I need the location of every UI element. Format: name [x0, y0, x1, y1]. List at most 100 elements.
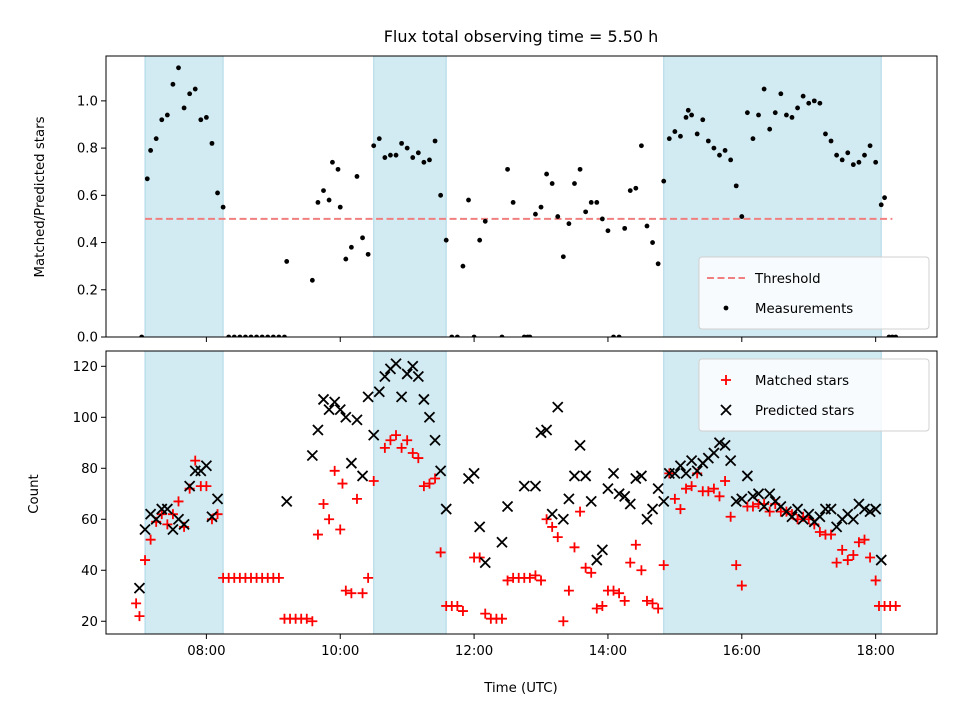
measurement-point: [828, 138, 834, 144]
predicted-star-point: [345, 457, 358, 469]
measurement-point: [192, 86, 198, 92]
measurement-point: [795, 105, 800, 111]
predicted-star-point: [306, 449, 318, 462]
measurement-point: [153, 136, 159, 142]
predicted-star-point: [379, 370, 391, 383]
matched-star-point: [357, 588, 368, 599]
matched-star-point: [591, 603, 602, 614]
top-plot-area: 0.0 0.2 0.4 0.6 0.8 1.0 Threshold Measurements: [77, 55, 938, 346]
matched-star-point: [552, 532, 563, 543]
matched-star-point: [307, 616, 318, 627]
measurement-point: [231, 334, 237, 337]
predicted-star-point: [434, 465, 447, 477]
predicted-star-point: [423, 411, 436, 423]
matched-star-point: [714, 491, 725, 502]
measurement-point: [845, 150, 851, 156]
x-tick-label: 18:00: [856, 644, 894, 659]
matched-star-point: [346, 588, 357, 599]
measurement-point: [159, 117, 165, 123]
measurement-point: [893, 334, 899, 337]
measurement-point: [817, 100, 823, 106]
measurement-point: [410, 155, 416, 160]
measurement-point: [460, 263, 466, 269]
predicted-star-point: [607, 467, 620, 480]
x-axis-label: Time (UTC): [483, 681, 558, 696]
matched-star-point: [351, 493, 362, 504]
predicted-star-point: [323, 404, 335, 416]
measurement-point: [811, 98, 817, 104]
bottom-shaded-region: [144, 350, 224, 635]
predicted-star-point: [624, 498, 636, 510]
measurement-point: [806, 100, 812, 106]
measurement-point: [259, 334, 265, 337]
predicted-star-point: [741, 470, 754, 482]
measurement-point: [873, 159, 879, 165]
matched-star-point: [831, 557, 842, 568]
predicted-star-point: [161, 503, 173, 515]
measurement-point: [282, 334, 287, 337]
matched-star-point: [457, 606, 468, 617]
measurement-point: [337, 204, 343, 210]
measurement-point: [555, 214, 561, 219]
predicted-star-point: [312, 424, 324, 436]
measurement-point: [728, 157, 734, 163]
measurement-point: [148, 148, 154, 153]
matched-star-point: [524, 572, 535, 583]
matched-star-point: [569, 542, 580, 553]
predicted-star-point: [803, 508, 815, 520]
measurement-point: [326, 197, 332, 203]
x-tick-label: 08:00: [187, 644, 225, 659]
predicted-star-point: [641, 513, 653, 525]
legend-matched-swatch: [721, 375, 731, 385]
top-axes-frame: [105, 55, 938, 338]
bottom-shaded-region: [373, 350, 447, 635]
predicted-star-point: [518, 480, 530, 492]
measurement-point: [800, 93, 806, 99]
predicted-star-point: [356, 470, 369, 482]
matched-star-point: [764, 506, 775, 517]
measurement-point: [639, 143, 644, 149]
predicted-star-point: [669, 467, 681, 480]
predicted-star-point: [825, 503, 837, 515]
predicted-star-point: [211, 493, 224, 505]
measurement-point: [616, 334, 622, 337]
matched-star-point: [435, 547, 446, 558]
predicted-star-point: [479, 556, 491, 569]
x-tick-label: 16:00: [723, 644, 761, 659]
measurement-point: [309, 277, 315, 283]
matched-star-point: [474, 552, 485, 563]
measurement-point: [427, 157, 432, 163]
matched-star-point: [335, 524, 346, 535]
matched-star-point: [619, 595, 630, 606]
predicted-star-point: [317, 393, 330, 406]
predicted-star-point: [830, 521, 843, 533]
matched-star-point: [363, 572, 374, 583]
predicted-star-point: [351, 414, 363, 426]
measurement-point: [666, 136, 672, 142]
predicted-star-point: [646, 503, 659, 515]
predicted-star-point: [674, 460, 687, 472]
legend-label: Predicted stars: [755, 404, 854, 419]
measurement-point: [850, 162, 856, 168]
measurement-point: [404, 145, 410, 151]
predicted-star-point: [329, 396, 341, 408]
matched-star-point: [424, 478, 435, 489]
predicted-star-point: [708, 447, 720, 459]
bottom-legend: Matched stars Predicted stars: [698, 358, 930, 432]
predicted-star-point: [847, 513, 859, 525]
bottom-y-tick-label: 100: [73, 411, 98, 426]
measurement-point: [321, 188, 326, 193]
predicted-star-point: [401, 368, 413, 380]
top-y-tick-label: 0.0: [77, 331, 98, 346]
matched-star-point: [865, 552, 876, 563]
measurement-point: [399, 140, 404, 146]
measurement-point: [276, 334, 282, 337]
matched-star-point: [496, 613, 507, 624]
top-y-axis-label: Matched/Predicted stars: [33, 116, 48, 277]
top-y-tick-label: 0.6: [77, 189, 98, 204]
measurement-point: [226, 334, 232, 337]
matched-star-point: [312, 529, 323, 540]
matched-star-point: [647, 598, 658, 609]
matched-star-point: [145, 534, 156, 545]
matched-star-point: [407, 447, 418, 458]
